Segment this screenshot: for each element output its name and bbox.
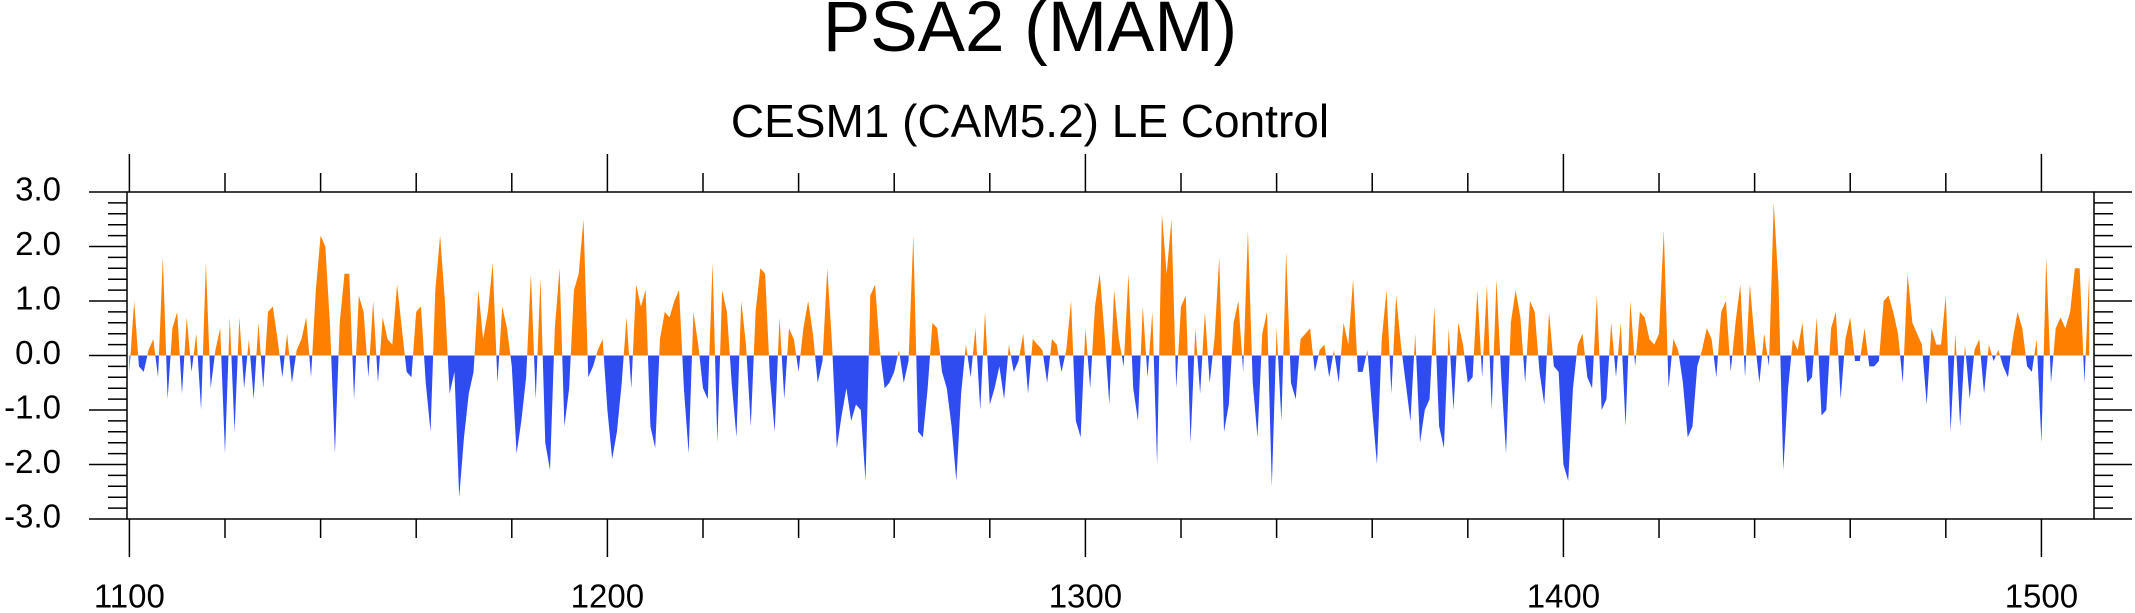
area-above bbox=[129, 202, 2090, 356]
y-tick-label: -3.0 bbox=[4, 498, 61, 535]
area-below bbox=[129, 355, 2090, 498]
x-tick-label: 1500 bbox=[2005, 578, 2078, 613]
y-tick-label: 1.0 bbox=[15, 280, 61, 317]
chart-title: PSA2 (MAM) bbox=[823, 0, 1237, 67]
x-tick-label: 1400 bbox=[1527, 578, 1600, 613]
y-tick-label: 2.0 bbox=[15, 225, 61, 262]
y-tick-label: -1.0 bbox=[4, 389, 61, 426]
x-tick-label: 1100 bbox=[94, 578, 165, 613]
chart-subtitle: CESM1 (CAM5.2) LE Control bbox=[731, 95, 1329, 147]
x-tick-label: 1200 bbox=[571, 578, 644, 613]
y-tick-label: -2.0 bbox=[4, 443, 61, 480]
x-tick-label: 1300 bbox=[1049, 578, 1122, 613]
y-tick-label: 0.0 bbox=[15, 334, 61, 371]
y-tick-label: 3.0 bbox=[15, 171, 61, 208]
